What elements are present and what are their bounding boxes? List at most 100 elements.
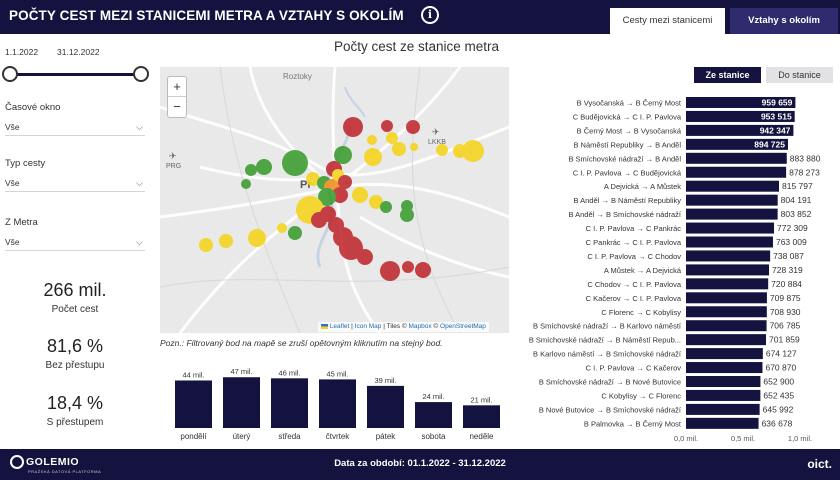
weekday-bar-6[interactable] bbox=[463, 405, 500, 428]
route-data-label: 670 870 bbox=[765, 363, 796, 373]
route-bar-21[interactable] bbox=[686, 389, 761, 401]
icon-map-link[interactable]: Icon Map bbox=[354, 323, 382, 330]
route-bar-13[interactable] bbox=[686, 278, 769, 290]
route-category-label: C Chodov → C I. P. Pavlova bbox=[587, 280, 681, 289]
data-period: Data za období: 01.1.2022 - 31.12.2022 bbox=[334, 458, 506, 469]
date-to-input[interactable]: 31.12.2022 bbox=[57, 47, 100, 57]
weekday-category-label: čtvrtek bbox=[326, 432, 351, 441]
route-bar-7[interactable] bbox=[686, 194, 778, 206]
route-bar-6[interactable] bbox=[686, 180, 780, 192]
route-bar-chart: B Vysočanská → B Černý Most 959 659 C Budě… bbox=[529, 97, 821, 443]
date-from-input[interactable]: 1.1.2022 bbox=[5, 47, 39, 57]
weekday-bar-3[interactable] bbox=[319, 379, 356, 428]
tab-surroundings[interactable]: Vztahy s okolím bbox=[730, 8, 838, 34]
golemio-logo: GOLEMIO PRAŽSKÁ DATOVÁ PLATFORMA bbox=[10, 455, 101, 474]
route-bar-5[interactable] bbox=[686, 166, 787, 178]
trip-type-select[interactable]: Vše ⌵ bbox=[5, 176, 145, 192]
route-x-tick: 0,0 mil. bbox=[674, 434, 698, 443]
route-category-label: A Dejvická → A Můstek bbox=[604, 182, 681, 191]
airport-icon: ✈ bbox=[432, 128, 440, 138]
weekday-data-label: 44 mil. bbox=[182, 370, 204, 379]
route-category-label: A Můstek → A Dejvická bbox=[604, 266, 682, 275]
station-bubbles bbox=[199, 117, 484, 281]
leaflet-link[interactable]: Leaflet bbox=[329, 323, 350, 330]
route-category-label: B Anděl → B Náměstí Republiky bbox=[573, 196, 681, 205]
route-bar-11[interactable] bbox=[686, 250, 771, 262]
route-bar-0[interactable] bbox=[686, 97, 796, 108]
zoom-in-button[interactable]: + bbox=[168, 77, 186, 97]
route-bar-10[interactable] bbox=[686, 236, 773, 248]
route-data-label: 959 659 bbox=[762, 98, 793, 108]
weekday-category-label: pondělí bbox=[180, 432, 207, 441]
weekday-category-label: pátek bbox=[376, 432, 397, 441]
route-data-label: 942 347 bbox=[760, 125, 791, 135]
route-data-label: 652 900 bbox=[763, 377, 794, 387]
weekday-bar-0[interactable] bbox=[175, 380, 212, 428]
route-bar-8[interactable] bbox=[686, 208, 778, 220]
route-category-label: B Smíchovské nádraží → B Anděl bbox=[568, 154, 681, 163]
route-bar-19[interactable] bbox=[686, 362, 763, 374]
route-bar-22[interactable] bbox=[686, 403, 760, 415]
route-category-label: C I. P. Pavlova → C Chodov bbox=[587, 252, 681, 261]
route-category-label: B Smíchovské nádraží → B Karlovo náměstí bbox=[533, 322, 682, 331]
route-data-label: 728 319 bbox=[772, 265, 803, 275]
weekday-data-label: 47 mil. bbox=[230, 367, 252, 376]
kpi-no-transfer-value: 81,6 % bbox=[46, 336, 104, 356]
route-data-label: 674 127 bbox=[766, 349, 797, 359]
map-canvas: Roztoky ✈ PRG ✈ LKKB Pr bbox=[160, 67, 509, 333]
route-category-label: B Náměstí Republiky → B Anděl bbox=[573, 140, 681, 149]
route-bar-4[interactable] bbox=[686, 152, 787, 164]
ukraine-flag-icon bbox=[321, 323, 328, 329]
route-data-label: 738 087 bbox=[773, 251, 804, 261]
weekday-bar-4[interactable] bbox=[367, 385, 404, 428]
route-category-label: C Pankrác → C I. P. Pavlova bbox=[586, 238, 682, 247]
route-bar-14[interactable] bbox=[686, 292, 767, 304]
weekday-category-label: sobota bbox=[421, 432, 446, 441]
weekday-bar-5[interactable] bbox=[415, 402, 452, 428]
route-category-label: B Karlovo náměstí → B Smíchovské nádraží bbox=[533, 350, 682, 359]
tab-routes-between-stations[interactable]: Cesty mezi stanicemi bbox=[610, 8, 725, 34]
route-bar-9[interactable] bbox=[686, 222, 775, 234]
route-bar-18[interactable] bbox=[686, 348, 763, 360]
map-note: Pozn.: Filtrovaný bod na mapě se zruší o… bbox=[160, 338, 443, 348]
kpi-trips-value: 266 mil. bbox=[43, 280, 107, 300]
route-bar-12[interactable] bbox=[686, 264, 770, 276]
route-bar-2[interactable] bbox=[686, 124, 794, 136]
slider-handle-start[interactable] bbox=[2, 66, 18, 82]
from-metro-select[interactable]: Vše ⌵ bbox=[5, 235, 145, 251]
weekday-bar-1[interactable] bbox=[223, 377, 260, 428]
route-bar-1[interactable] bbox=[686, 110, 795, 122]
map-label-lkkb: LKKB bbox=[428, 139, 446, 146]
weekday-bar-2[interactable] bbox=[271, 378, 308, 428]
map-area[interactable]: Roztoky ✈ PRG ✈ LKKB Pr bbox=[160, 67, 509, 333]
slider-handle-end[interactable] bbox=[133, 66, 149, 82]
route-bar-23[interactable] bbox=[686, 417, 759, 429]
route-category-label: C Budějovická → C I. P. Pavlova bbox=[573, 112, 682, 121]
route-bar-15[interactable] bbox=[686, 306, 767, 318]
time-window-select[interactable]: Vše ⌵ bbox=[5, 120, 145, 136]
route-category-label: B Anděl → B Smíchovské nádraží bbox=[568, 210, 681, 219]
route-bar-20[interactable] bbox=[686, 376, 761, 387]
golemio-logo-icon bbox=[10, 455, 24, 469]
route-category-label: C Florenc → C Kobylisy bbox=[601, 308, 681, 317]
info-icon[interactable]: i bbox=[421, 6, 439, 24]
zoom-out-button[interactable]: − bbox=[173, 99, 181, 114]
footer-bar: GOLEMIO PRAŽSKÁ DATOVÁ PLATFORMA Data za… bbox=[0, 449, 840, 480]
to-station-toggle[interactable]: Do stanice bbox=[766, 67, 833, 83]
route-category-label: C I. P. Pavlova → C Budějovická bbox=[573, 168, 682, 177]
route-bar-16[interactable] bbox=[686, 320, 767, 332]
osm-link[interactable]: OpenStreetMap bbox=[440, 323, 486, 330]
from-station-toggle[interactable]: Ze stanice bbox=[694, 67, 761, 83]
mapbox-link[interactable]: Mapbox bbox=[408, 323, 432, 330]
route-bar-3[interactable] bbox=[686, 138, 788, 150]
airport-icon: ✈ bbox=[169, 152, 177, 162]
route-data-label: 878 273 bbox=[789, 167, 820, 177]
date-range-slider[interactable] bbox=[10, 73, 142, 76]
route-category-label: B Smíchovské nádraží → B Náměstí Repub..… bbox=[529, 336, 681, 345]
route-data-label: 883 880 bbox=[790, 153, 821, 163]
from-metro-label: Z Metra bbox=[5, 217, 38, 228]
route-category-label: B Vysočanská → B Černý Most bbox=[577, 99, 682, 108]
route-bar-17[interactable] bbox=[686, 334, 767, 346]
map-zoom-control: + − bbox=[167, 76, 187, 118]
